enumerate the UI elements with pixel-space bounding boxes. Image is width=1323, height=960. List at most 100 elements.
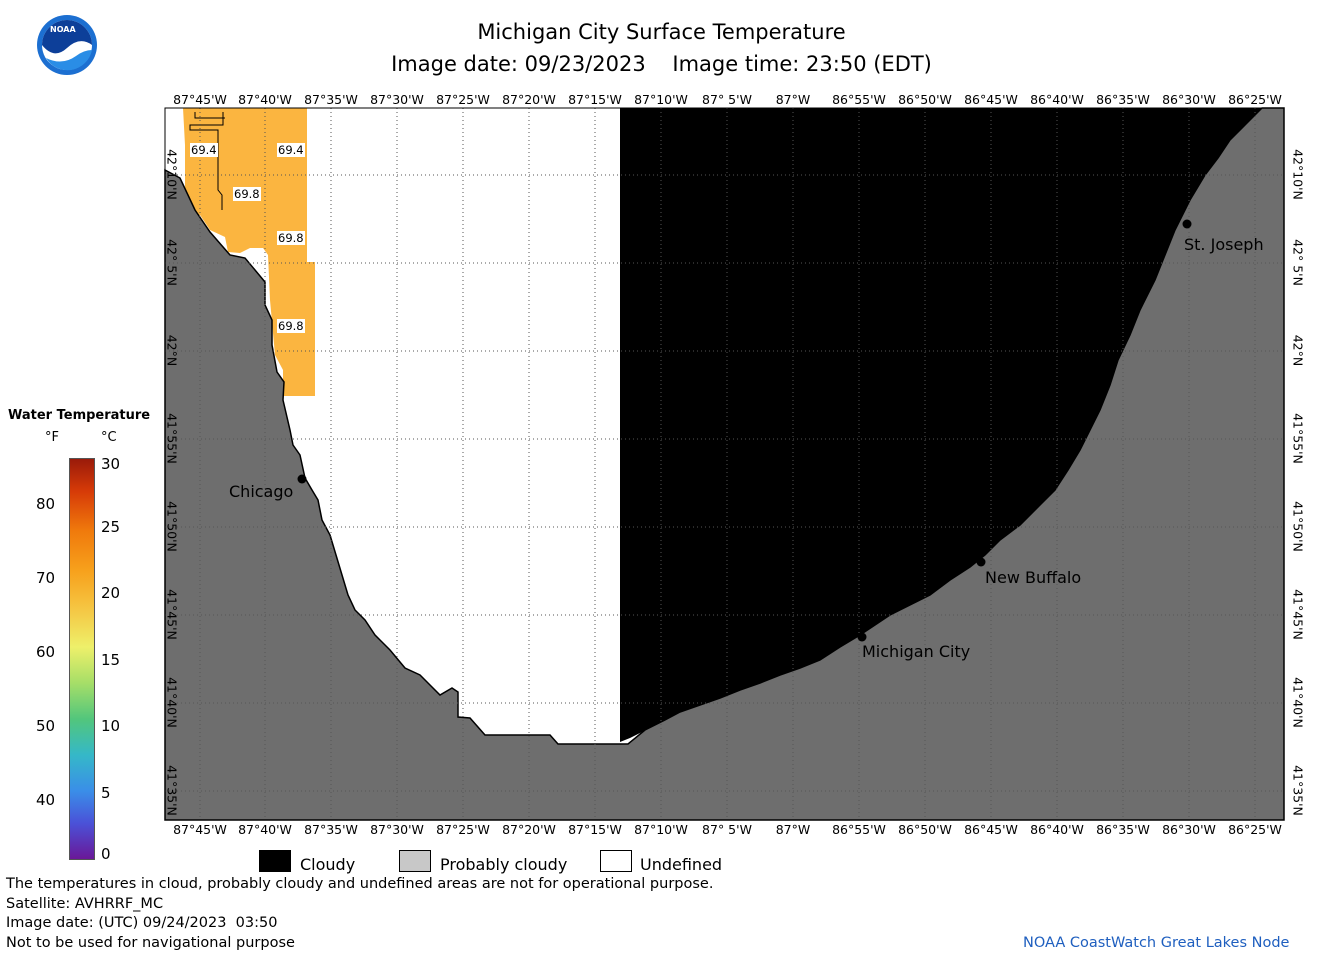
michigan-city-marker [857,632,867,642]
colorbar-f-tick: 80 [36,495,56,513]
lat-tick-right: 41°40'N [1290,677,1306,728]
lon-tick-bottom: 86°55'W [832,822,886,837]
lon-tick-top: 87°40'W [238,92,292,107]
colorbar-f-tick: 40 [36,791,56,809]
temp-reading: 69.8 [277,319,305,333]
noaa-logo-icon [36,14,98,76]
lat-tick-left: 41°55'N [164,413,180,464]
lon-tick-bottom: 86°40'W [1030,822,1084,837]
lon-tick-top: 87° 5'W [702,92,752,107]
new-buffalo-marker [976,557,986,567]
lat-tick-right: 41°45'N [1290,589,1306,640]
lat-tick-right: 41°35'N [1290,765,1306,816]
lon-tick-bottom: 86°50'W [898,822,952,837]
colorbar-unit-c: °C [101,430,117,445]
lon-tick-top: 87°35'W [304,92,358,107]
colorbar-f-tick: 70 [36,569,56,587]
lat-tick-left: 42°N [164,334,180,367]
temp-reading: 69.8 [277,231,305,245]
state-line [189,112,224,210]
lon-tick-bottom: 87°35'W [304,822,358,837]
lon-tick-bottom: 87° 5'W [702,822,752,837]
lon-tick-top: 86°55'W [832,92,886,107]
city-label-chicago: Chicago [229,482,294,501]
colorbar-c-tick: 20 [101,584,121,602]
lat-tick-left: 41°35'N [164,765,180,816]
land-area [164,107,1285,821]
temp-reading: 69.8 [233,187,261,201]
lon-tick-bottom: 87°45'W [173,822,227,837]
legend-undefined-label: Undefined [640,855,723,874]
lon-tick-bottom: 87°20'W [502,822,556,837]
lon-tick-bottom: 86°25'W [1228,822,1282,837]
colorbar-c-tick: 5 [101,784,111,802]
chicago-marker [297,474,307,484]
legend-cloudy-swatch [259,850,291,872]
lat-tick-right: 41°55'N [1290,413,1306,464]
lat-tick-left: 42°10'N [164,149,180,200]
lon-tick-bottom: 87°40'W [238,822,292,837]
city-label-michigan-city: Michigan City [862,642,971,661]
lon-tick-top: 87°30'W [370,92,424,107]
disclaimer-text: The temperatures in cloud, probably clou… [6,876,714,892]
lon-tick-top: 87°W [775,92,811,107]
lon-tick-top: 87°45'W [173,92,227,107]
lon-tick-top: 86°45'W [964,92,1018,107]
lat-tick-left: 41°40'N [164,677,180,728]
lat-tick-left: 41°50'N [164,501,180,552]
lon-tick-top: 86°50'W [898,92,952,107]
legend-probably-cloudy-label: Probably cloudy [440,855,568,874]
page-title: Michigan City Surface Temperature [477,20,846,44]
lon-tick-top: 86°40'W [1030,92,1084,107]
st-joseph-marker [1182,219,1192,229]
lon-tick-top: 86°35'W [1096,92,1150,107]
logo-text: NOAA [50,25,76,34]
city-label-new-buffalo: New Buffalo [985,568,1082,587]
lon-tick-bottom: 87°25'W [436,822,490,837]
navigation-warning: Not to be used for navigational purpose [6,935,295,951]
lat-tick-right: 41°50'N [1290,501,1306,552]
lon-tick-top: 86°25'W [1228,92,1282,107]
legend-cloudy-label: Cloudy [300,855,356,874]
lat-tick-left: 41°45'N [164,589,180,640]
lon-tick-top: 87°15'W [568,92,622,107]
temp-reading: 69.4 [190,143,218,157]
lon-tick-top: 87°20'W [502,92,556,107]
lon-tick-bottom: 86°30'W [1162,822,1216,837]
utc-date-text: Image date: (UTC) 09/24/2023 03:50 [6,915,278,931]
colorbar-unit-f: °F [45,430,59,445]
lon-tick-top: 87°10'W [634,92,688,107]
lat-tick-right: 42°10'N [1290,149,1306,200]
image-date-time: Image date: 09/23/2023 Image time: 23:50… [391,52,932,76]
city-label-st-joseph: St. Joseph [1184,235,1264,254]
colorbar-c-tick: 10 [101,717,121,735]
lon-tick-bottom: 86°35'W [1096,822,1150,837]
legend-probably-cloudy-swatch [399,850,431,872]
lon-tick-bottom: 87°15'W [568,822,622,837]
lon-tick-top: 86°30'W [1162,92,1216,107]
lon-tick-bottom: 87°30'W [370,822,424,837]
colorbar-gradient [69,458,95,860]
satellite-text: Satellite: AVHRRF_MC [6,896,164,912]
colorbar-c-tick: 0 [101,845,111,863]
colorbar-f-tick: 50 [36,717,56,735]
colorbar-c-tick: 30 [101,455,121,473]
lat-tick-right: 42° 5'N [1290,239,1306,286]
colorbar-f-tick: 60 [36,643,56,661]
state-line-2 [194,112,225,119]
lon-tick-bottom: 87°W [775,822,811,837]
credit-text: NOAA CoastWatch Great Lakes Node [1023,935,1290,951]
colorbar-c-tick: 15 [101,651,121,669]
lat-tick-left: 42° 5'N [164,239,180,286]
colorbar-title: Water Temperature [8,408,151,423]
lon-tick-bottom: 86°45'W [964,822,1018,837]
grid-lines [165,108,1284,820]
legend-undefined-swatch [600,850,632,872]
lon-tick-top: 87°25'W [436,92,490,107]
cloudy-area [620,108,1262,742]
colorbar-c-tick: 25 [101,518,121,536]
lat-tick-right: 42°N [1290,334,1306,367]
temp-reading: 69.4 [277,143,305,157]
lon-tick-bottom: 87°10'W [634,822,688,837]
